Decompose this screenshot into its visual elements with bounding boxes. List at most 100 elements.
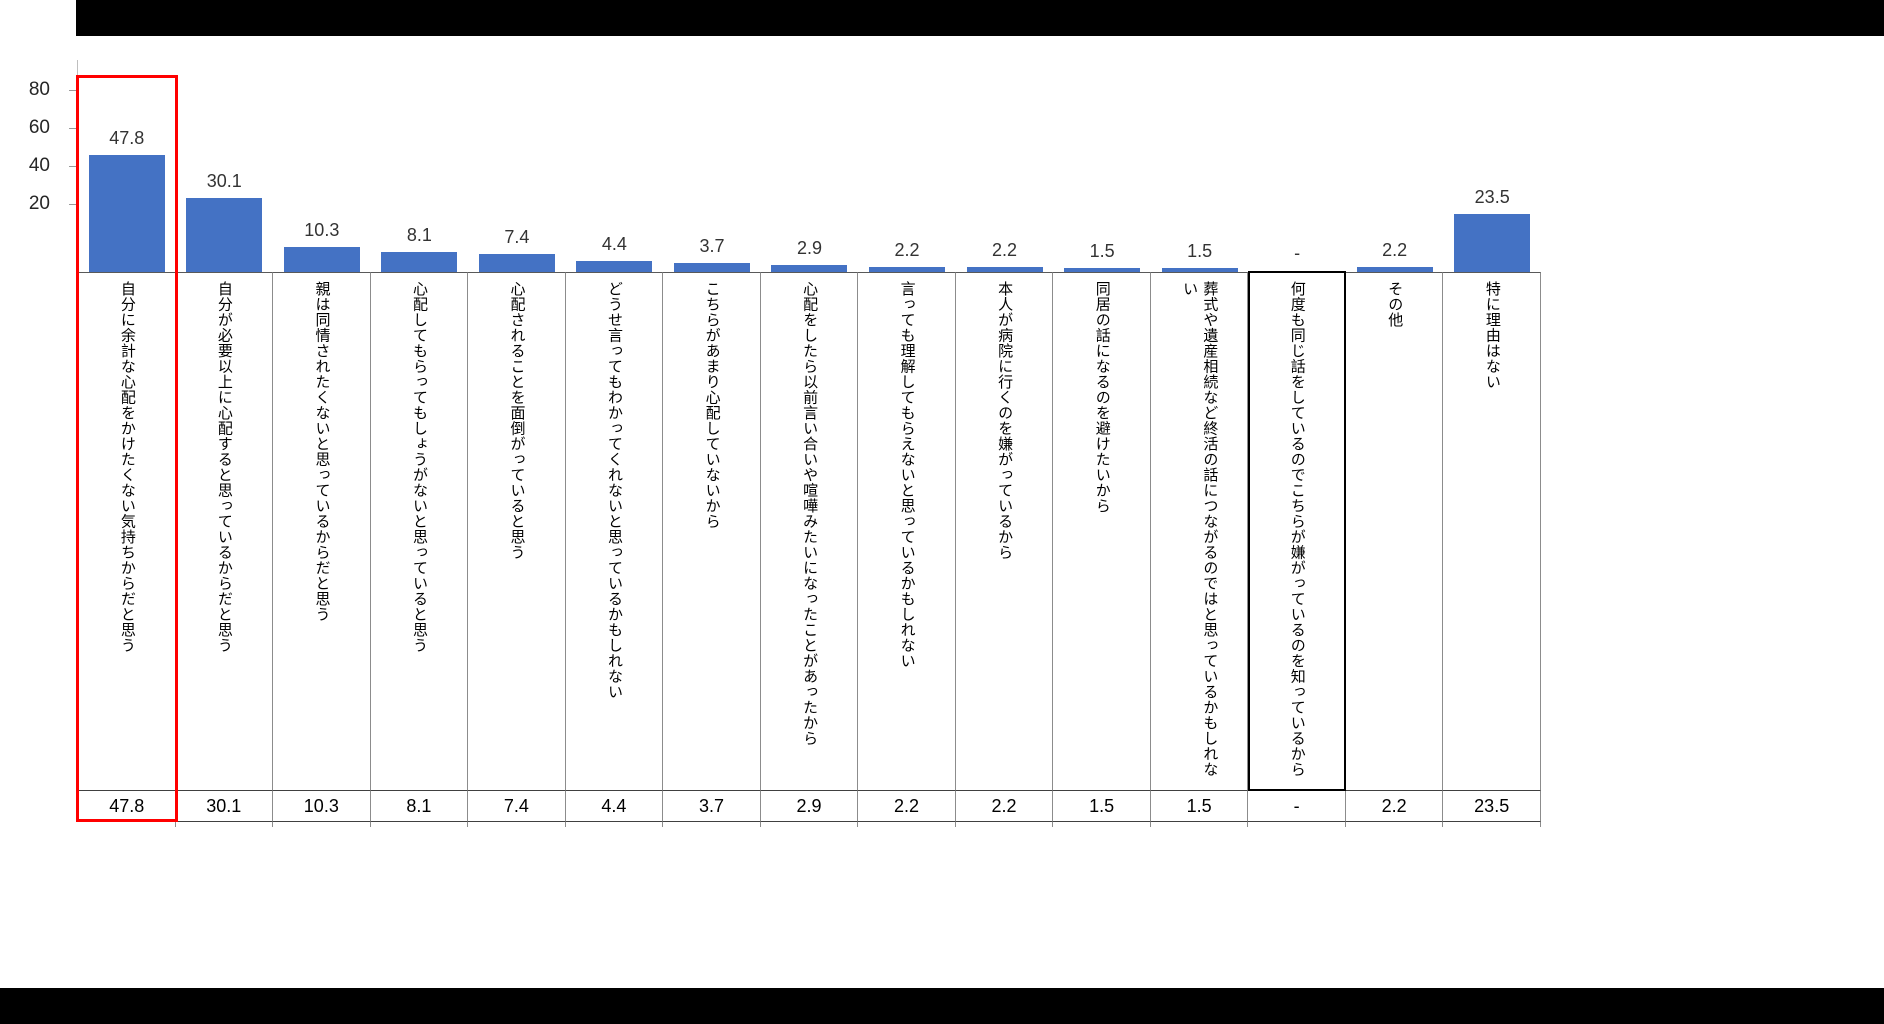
chart-column-10: 2.2 本人が病院に行くのを嫌がっているから 2.2 [955,36,1054,827]
bar [186,198,263,272]
category-label: 自分に余計な心配をかけたくない気持ちからだと思う [118,281,136,653]
category-label-cell: 特に理由はない [1443,272,1541,790]
y-tick-label: 40 [28,155,50,176]
bottom-black-bar [0,988,1884,1024]
bar [283,247,360,272]
bar [966,267,1043,272]
bar [1356,267,1433,272]
table-value-cell: 2.9 [760,790,859,827]
plot-area: 47.8 [78,36,176,272]
chart-column-13: - 何度も同じ話をしているのでこちらが嫌がっているのを知っているから - [1248,36,1346,827]
category-label-cell: 何度も同じ話をしているのでこちらが嫌がっているのを知っているから [1248,272,1346,790]
bar-value-label: 30.1 [206,171,242,191]
bar [1064,268,1141,272]
category-label: 何度も同じ話をしているのでこちらが嫌がっているのを知っているから [1288,281,1306,777]
table-value-cell: 1.5 [1053,790,1151,827]
chart-column-7: 3.7 こちらがあまり心配していないから 3.7 [663,36,761,827]
chart-column-9: 2.2 言っても理解してもらえないと思っているかもしれない 2.2 [858,36,956,827]
category-label-cell: その他 [1345,272,1444,790]
bar-value-label: 10.3 [304,220,340,240]
category-label-cell: 心配をしたら以前言い合いや喧嘩みたいになったことがあったから [760,272,859,790]
plot-area: 1.5 [1151,36,1249,272]
table-value-cell: 1.5 [1150,790,1249,827]
bar [88,155,165,272]
bar-value-label: 8.1 [406,225,432,245]
category-label-cell: 言っても理解してもらえないと思っているかもしれない [858,272,956,790]
table-value-cell: 3.7 [663,790,761,827]
category-label: 言っても理解してもらえないと思っているかもしれない [898,281,916,669]
table-value-cell: 23.5 [1443,790,1541,827]
chart-column-2: 30.1 自分が必要以上に心配すると思っているからだと思う 30.1 [175,36,274,827]
category-label-cell: 自分に余計な心配をかけたくない気持ちからだと思う [78,272,176,790]
top-black-bar [76,0,1884,36]
category-label: その他 [1386,281,1404,328]
bar-value-label: - [1294,243,1301,263]
bar-value-label: 3.7 [699,236,725,256]
category-label-cell: 親は同情されたくないと思っているからだと思う [273,272,371,790]
plot-area: 3.7 [663,36,761,272]
plot-area: 2.2 [858,36,956,272]
chart-column-11: 1.5 同居の話になるのを避けたいから 1.5 [1053,36,1151,827]
chart-column-12: 1.5 葬式や遺産相続など終活の話につながるのではと思っているかもしれない 1.… [1150,36,1249,827]
bar-value-label: 1.5 [1089,241,1115,261]
y-tick-mark [69,90,76,91]
bar [771,265,848,272]
category-label: 心配されることを面倒がっていると思う [508,281,526,560]
chart-column-15: 23.5 特に理由はない 23.5 [1443,36,1541,827]
table-value-cell: 8.1 [370,790,469,827]
table-value-cell: 30.1 [175,790,274,827]
bar-value-label: 2.2 [992,240,1018,260]
table-value-cell: 2.2 [1345,790,1444,827]
category-label-cell: こちらがあまり心配していないから [663,272,761,790]
chart-column-3: 10.3 親は同情されたくないと思っているからだと思う 10.3 [273,36,371,827]
bar-value-label: 1.5 [1187,241,1213,261]
bar [869,267,946,272]
category-label-cell: 本人が病院に行くのを嫌がっているから [955,272,1054,790]
category-label: こちらがあまり心配していないから [703,281,721,529]
plot-area: 7.4 [468,36,566,272]
table-value-cell: 2.2 [955,790,1054,827]
bar [576,261,653,272]
table-value-cell: 4.4 [565,790,664,827]
bar-value-label: 2.2 [1382,240,1408,260]
category-label: 自分が必要以上に心配すると思っているからだと思う [215,281,233,653]
bar [1454,214,1531,272]
chart-column-5: 7.4 心配されることを面倒がっていると思う 7.4 [468,36,566,827]
category-label: 心配をしたら以前言い合いや喧嘩みたいになったことがあったから [801,281,819,746]
bar [1161,268,1238,272]
bar [478,254,555,272]
category-label-cell: どうせ言ってもわかってくれないと思っているかもしれない [565,272,664,790]
category-label-cell: 同居の話になるのを避けたいから [1053,272,1151,790]
chart-column-14: 2.2 その他 2.2 [1345,36,1444,827]
table-value-cell: 7.4 [468,790,566,827]
bar-chart: 47.8 自分に余計な心配をかけたくない気持ちからだと思う 47.8 30.1 … [78,36,1541,827]
bar-value-label: 2.9 [796,238,822,258]
table-value-cell: 2.2 [858,790,956,827]
bar-value-label: 23.5 [1474,187,1510,207]
category-label-cell: 自分が必要以上に心配すると思っているからだと思う [175,272,274,790]
table-value-cell: 10.3 [273,790,371,827]
plot-area: 2.9 [761,36,859,272]
category-label: 特に理由はない [1483,281,1501,390]
bar-value-label: 4.4 [601,234,627,254]
bar-value-label: 47.8 [109,128,145,148]
category-label: 本人が病院に行くのを嫌がっているから [996,281,1014,560]
y-tick-mark [69,128,76,129]
plot-area: - [1248,36,1346,272]
y-tick-mark [69,166,76,167]
y-tick-mark [69,204,76,205]
chart-column-4: 8.1 心配してもらってもしょうがないと思っていると思う 8.1 [370,36,469,827]
category-label-cell: 葬式や遺産相続など終活の話につながるのではと思っているかもしれない [1150,272,1249,790]
plot-area: 2.2 [1346,36,1444,272]
y-tick-label: 80 [28,79,50,100]
plot-area: 30.1 [176,36,274,272]
table-value-cell: - [1248,790,1346,827]
plot-area: 23.5 [1443,36,1541,272]
plot-area: 8.1 [371,36,469,272]
bar [673,263,750,272]
plot-area: 1.5 [1053,36,1151,272]
plot-area: 4.4 [566,36,664,272]
category-label-cell: 心配されることを面倒がっていると思う [468,272,566,790]
y-tick-label: 20 [28,193,50,214]
